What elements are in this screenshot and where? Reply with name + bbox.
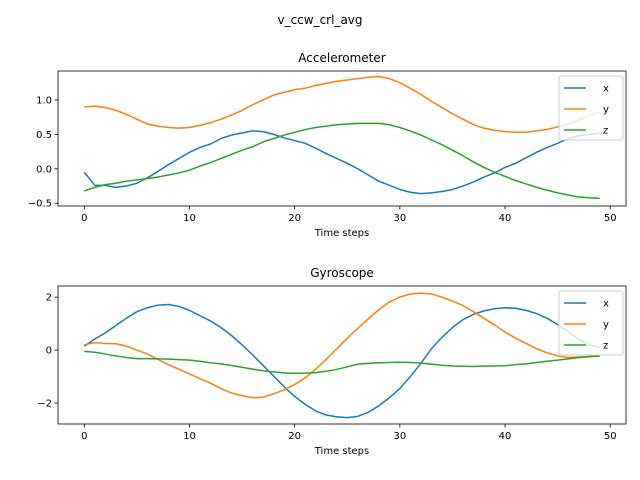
accelerometer-legend-label-y: y — [603, 105, 609, 116]
gyroscope-xtick-label: 20 — [288, 431, 301, 442]
gyroscope-title: Gyroscope — [310, 266, 374, 280]
gyroscope-series-x-line — [83, 303, 600, 419]
accelerometer-ytick-label: 0.5 — [36, 130, 52, 141]
accelerometer-legend-label-z: z — [603, 126, 608, 137]
accelerometer-series-y-line — [84, 75, 600, 134]
accelerometer-xtick-label: 40 — [499, 213, 512, 224]
accelerometer-axes-frame — [57, 70, 627, 207]
gyroscope-legend-label-x: x — [603, 299, 609, 310]
accelerometer-xtick-label: 50 — [604, 213, 617, 224]
gyroscope-axes-frame — [57, 285, 627, 425]
gyroscope-xtick-label: 50 — [604, 431, 617, 442]
accelerometer-legend: xyz — [558, 75, 624, 141]
accelerometer-xtick-label: 0 — [81, 213, 87, 224]
gyroscope-ytick-label: 2 — [46, 293, 52, 304]
gyroscope-ytick-label: 0 — [46, 346, 52, 357]
gyroscope-xtick-label: 10 — [183, 431, 196, 442]
gyroscope-series-y-line — [84, 292, 600, 399]
accelerometer-xtick-label: 10 — [183, 213, 196, 224]
accelerometer-xtick-label: 30 — [393, 213, 406, 224]
gyroscope-series-z-line — [84, 350, 600, 375]
gyroscope-subplot: Gyroscope 0 10 20 30 40 50 −2 0 2 Time steps xyz — [37, 266, 627, 457]
accelerometer-legend-label-x: x — [603, 84, 609, 95]
gyroscope-ytick-label: −2 — [37, 399, 52, 410]
accelerometer-legend-box — [558, 75, 624, 141]
gyroscope-legend-box — [558, 290, 624, 356]
accelerometer-subplot: Accelerometer 0 10 20 30 40 50 −0.5 0.0 0.5 1.0 Tim… — [28, 51, 627, 239]
accelerometer-ytick-label: −0.5 — [28, 199, 52, 210]
accelerometer-ytick-label: 0.0 — [36, 164, 52, 175]
gyroscope-xtick-label: 0 — [81, 431, 87, 442]
gyroscope-xtick-label: 30 — [393, 431, 406, 442]
gyroscope-legend: xyz — [558, 290, 624, 356]
accelerometer-title: Accelerometer — [298, 51, 385, 65]
gyroscope-legend-label-z: z — [603, 341, 608, 352]
figure-suptitle: v_ccw_crl_avg — [277, 13, 362, 27]
accelerometer-series-x-line — [83, 130, 600, 195]
accelerometer-ytick-label: 1.0 — [36, 95, 52, 106]
gyroscope-legend-label-y: y — [603, 320, 609, 331]
gyroscope-xtick-label: 40 — [499, 431, 512, 442]
accelerometer-xlabel: Time steps — [314, 228, 370, 239]
accelerometer-xtick-label: 20 — [288, 213, 301, 224]
gyroscope-xlabel: Time steps — [314, 446, 370, 457]
accelerometer-series-z-line — [84, 122, 600, 200]
